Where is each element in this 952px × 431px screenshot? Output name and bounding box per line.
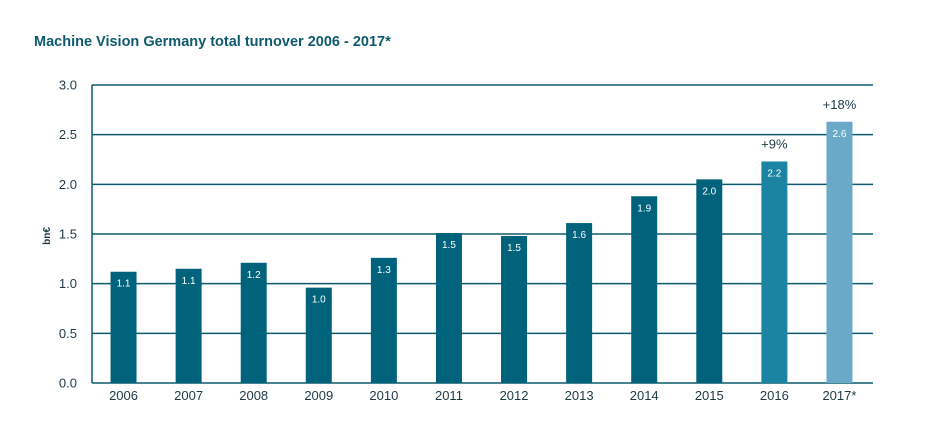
- bar-2008: [240, 262, 267, 383]
- grid-lines: [91, 84, 873, 384]
- x-tick-label: 2009: [304, 388, 333, 403]
- bar-2011: [435, 233, 462, 383]
- bar-2012: [501, 235, 528, 383]
- data-label: 1.3: [377, 265, 391, 276]
- y-tick-label: 2.0: [59, 177, 77, 192]
- y-tick-label: 1.0: [59, 276, 77, 291]
- x-tick-label: 2007: [174, 388, 203, 403]
- y-tick-label: 2.5: [59, 127, 77, 142]
- bar-2013: [566, 223, 593, 383]
- data-label: 1.6: [572, 230, 586, 241]
- x-tick-label: 2008: [239, 388, 268, 403]
- bar-2014: [631, 196, 658, 383]
- bar-2015: [696, 179, 723, 383]
- x-tick-label: 2017*: [822, 388, 856, 403]
- data-label: 1.0: [312, 295, 326, 306]
- data-label: 1.2: [247, 270, 261, 281]
- data-label: 1.1: [182, 276, 196, 287]
- x-tick-label: 2006: [109, 388, 138, 403]
- growth-annotation: +18%: [823, 97, 857, 112]
- bar-2006: [110, 271, 137, 383]
- bar-2009: [305, 287, 332, 383]
- x-tick-label: 2014: [630, 388, 659, 403]
- y-tick-label: 3.0: [59, 78, 77, 93]
- y-axis-label: bn€: [42, 227, 53, 245]
- x-tick-label: 2011: [435, 388, 463, 403]
- chart-title: Machine Vision Germany total turnover 20…: [34, 34, 391, 50]
- growth-annotation: +9%: [761, 136, 788, 151]
- data-label: 1.9: [637, 203, 651, 214]
- bar-2017: [826, 121, 853, 384]
- y-tick-label: 0.0: [59, 376, 77, 391]
- y-axis-ticks: 0.0 0.5 1.0 1.5 2.0 2.5 3.0: [59, 78, 77, 391]
- x-tick-label: 2016: [760, 388, 789, 403]
- x-tick-label: 2013: [565, 388, 594, 403]
- bar-2016: [761, 161, 788, 383]
- y-tick-label: 0.5: [59, 326, 77, 341]
- data-label: 1.5: [507, 243, 521, 254]
- bars: 1.1 1.1 1.2 1.0 1.3 1.5 1.5 1.6 1.9 2.0 2.2 +9% 2.6 +…: [110, 97, 857, 384]
- x-tick-label: 2010: [369, 388, 398, 403]
- data-label: 1.1: [117, 279, 131, 290]
- data-label: 1.5: [442, 240, 456, 251]
- bar-2007: [175, 268, 202, 383]
- x-axis-ticks: 2006 2007 2008 2009 2010 2011 2012 2013 2014 2015…: [109, 388, 856, 403]
- y-tick-label: 1.5: [59, 227, 77, 242]
- data-label: 2.6: [833, 129, 847, 140]
- bar-2010: [370, 257, 397, 383]
- data-label: 2.0: [702, 186, 716, 197]
- x-tick-label: 2012: [500, 388, 529, 403]
- data-label: 2.2: [767, 168, 781, 179]
- x-tick-label: 2015: [695, 388, 724, 403]
